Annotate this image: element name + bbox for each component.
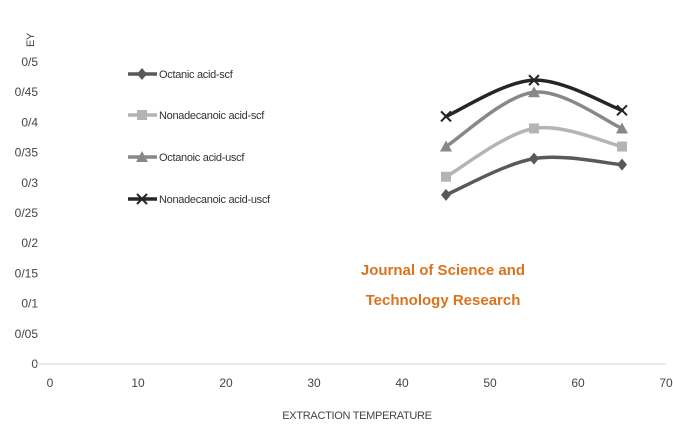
legend-marker [137, 68, 147, 80]
legend-item: Nonadecanoic acid-uscf [128, 193, 271, 206]
data-point [616, 104, 628, 117]
x-tick-label: 40 [395, 376, 409, 390]
x-tick-label: 30 [307, 376, 321, 390]
legend-marker [136, 151, 148, 162]
series-1 [441, 152, 627, 201]
data-point [529, 123, 539, 134]
x-tick-label: 20 [219, 376, 233, 390]
series-4 [440, 74, 628, 123]
y-tick-label: 0/2 [21, 236, 38, 250]
data-point [529, 152, 539, 165]
legend-label: Nonadecanoic acid-uscf [159, 194, 271, 206]
y-tick-label: 0/5 [21, 55, 38, 69]
y-tick-label: 0/15 [15, 266, 39, 280]
x-axis-title: EXTRACTION TEMPERATURE [282, 410, 431, 422]
y-tick-label: 0/3 [21, 176, 38, 190]
data-point [617, 141, 627, 152]
series-3 [440, 86, 628, 152]
x-tick-label: 50 [483, 376, 497, 390]
series-line [444, 125, 624, 179]
y-tick-label: 0 [31, 357, 38, 371]
legend-item: Nonadecanoic acid-scf [128, 110, 266, 122]
x-tick-label: 60 [571, 376, 585, 390]
legend-item: Octanoic acid-uscf [128, 151, 246, 164]
series-2 [441, 123, 627, 182]
x-tick-label: 70 [659, 376, 673, 390]
y-tick-label: 0/25 [15, 206, 39, 220]
data-point [440, 110, 452, 123]
y-axis-title: EY [25, 32, 37, 47]
y-tick-label: 0/45 [15, 85, 39, 99]
data-point [440, 140, 452, 152]
legend-item: Octanic acid-scf [128, 68, 234, 81]
data-point [528, 74, 540, 86]
data-point [616, 122, 628, 134]
y-tick-label: 0/4 [21, 115, 38, 129]
watermark-line-1: Journal of Science and [361, 262, 525, 279]
y-tick-label: 0/05 [15, 327, 39, 341]
data-point [441, 171, 451, 182]
series-line [444, 78, 624, 119]
data-point [441, 188, 451, 201]
y-axis-ticks: 0 0/05 0/1 0/15 0/2 0/25 0/3 0/35 0/4 0/45 0/5 [15, 55, 39, 371]
x-tick-label: 0 [47, 376, 54, 390]
legend-label: Octanic acid-scf [159, 69, 234, 81]
legend-marker [136, 193, 148, 205]
legend-marker [137, 110, 147, 120]
legend: Octanic acid-scf Nonadecanoic acid-scf Oct… [128, 68, 271, 206]
y-tick-label: 0/35 [15, 146, 39, 160]
legend-label: Octanoic acid-uscf [159, 152, 245, 164]
watermark-line-2: Technology Research [366, 292, 521, 309]
data-point [617, 158, 627, 171]
y-tick-label: 0/1 [21, 297, 38, 311]
legend-label: Nonadecanoic acid-scf [159, 110, 265, 122]
x-axis-ticks: 0 10 20 30 40 50 60 70 [47, 376, 673, 390]
series-layer [440, 74, 628, 201]
data-point [528, 86, 540, 98]
x-tick-label: 10 [131, 376, 145, 390]
